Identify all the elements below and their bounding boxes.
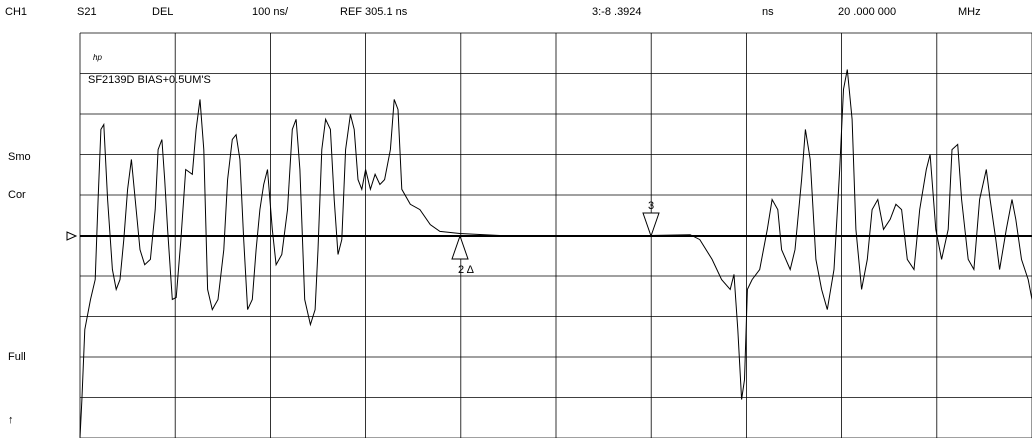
header-field: S21	[77, 6, 97, 18]
logo: hp	[93, 53, 102, 62]
trace	[79, 69, 1032, 438]
side-label: ↑	[8, 414, 14, 426]
marker-2	[451, 234, 469, 260]
side-label: Smo	[8, 151, 31, 163]
header-field: DEL	[152, 6, 173, 18]
header-field: CH1	[5, 6, 27, 18]
marker-label: 3	[648, 200, 654, 212]
header-field: MHz	[958, 6, 981, 18]
marker-3	[642, 212, 660, 238]
header-field: 20 .000 000	[838, 6, 896, 18]
trace-title: SF2139D BIAS+0.5UM'S	[88, 74, 211, 86]
header-field: 100 ns/	[252, 6, 289, 18]
header-field: REF 305.1 ns	[340, 6, 408, 18]
marker-label: 2 Δ	[458, 264, 475, 276]
side-label: Full	[8, 351, 26, 363]
side-label: Cor	[8, 189, 26, 201]
header-field: ns	[762, 6, 774, 18]
reference-pointer	[66, 231, 78, 241]
header-field: 3:-8 .3924	[592, 6, 642, 18]
